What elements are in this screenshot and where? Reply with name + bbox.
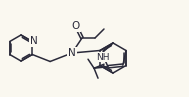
Text: N: N [30,36,38,46]
Text: N: N [68,48,76,58]
Text: O: O [72,21,80,31]
Text: NH: NH [96,53,110,61]
